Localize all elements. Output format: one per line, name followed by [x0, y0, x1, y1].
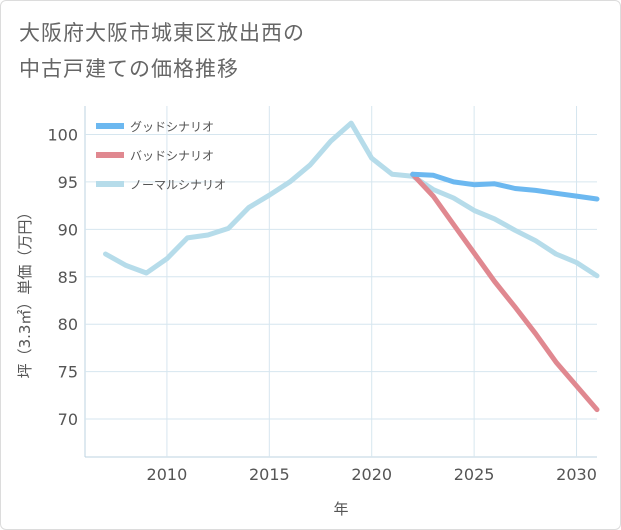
y-tick-label: 80 — [58, 315, 78, 334]
legend-label: バッドシナリオ — [130, 149, 214, 163]
y-tick-label: 100 — [47, 125, 78, 144]
y-tick-label: 90 — [58, 220, 78, 239]
legend-label: グッドシナリオ — [130, 120, 214, 134]
y-axis-label: 坪（3.3㎡）単価（万円） — [16, 205, 34, 379]
x-tick-label: 2020 — [351, 465, 392, 484]
tick-labels: 70 75 80 85 90 95 100 2010 2015 2020 2025 2030 — [47, 125, 596, 484]
title-line-1: 大阪府大阪市城東区放出西の — [19, 21, 305, 45]
x-tick-label: 2010 — [147, 465, 188, 484]
x-tick-label: 2015 — [249, 465, 290, 484]
grid-lines — [84, 106, 597, 458]
title-line-2: 中古戸建ての価格推移 — [19, 57, 239, 81]
x-tick-label: 2025 — [454, 465, 495, 484]
series-line-0 — [410, 171, 600, 202]
series-lines — [103, 120, 600, 413]
y-tick-label: 75 — [58, 363, 78, 382]
y-tick-label: 95 — [58, 173, 78, 192]
y-tick-label: 85 — [58, 268, 78, 287]
series-line-2 — [103, 120, 600, 279]
chart-title: 大阪府大阪市城東区放出西の 中古戸建ての価格推移 — [19, 15, 305, 87]
x-axis-label: 年 — [333, 500, 348, 518]
legend-label: ノーマルシナリオ — [130, 178, 226, 192]
x-tick-label: 2030 — [556, 465, 597, 484]
series-line-1 — [410, 171, 600, 413]
y-tick-label: 70 — [58, 410, 78, 429]
